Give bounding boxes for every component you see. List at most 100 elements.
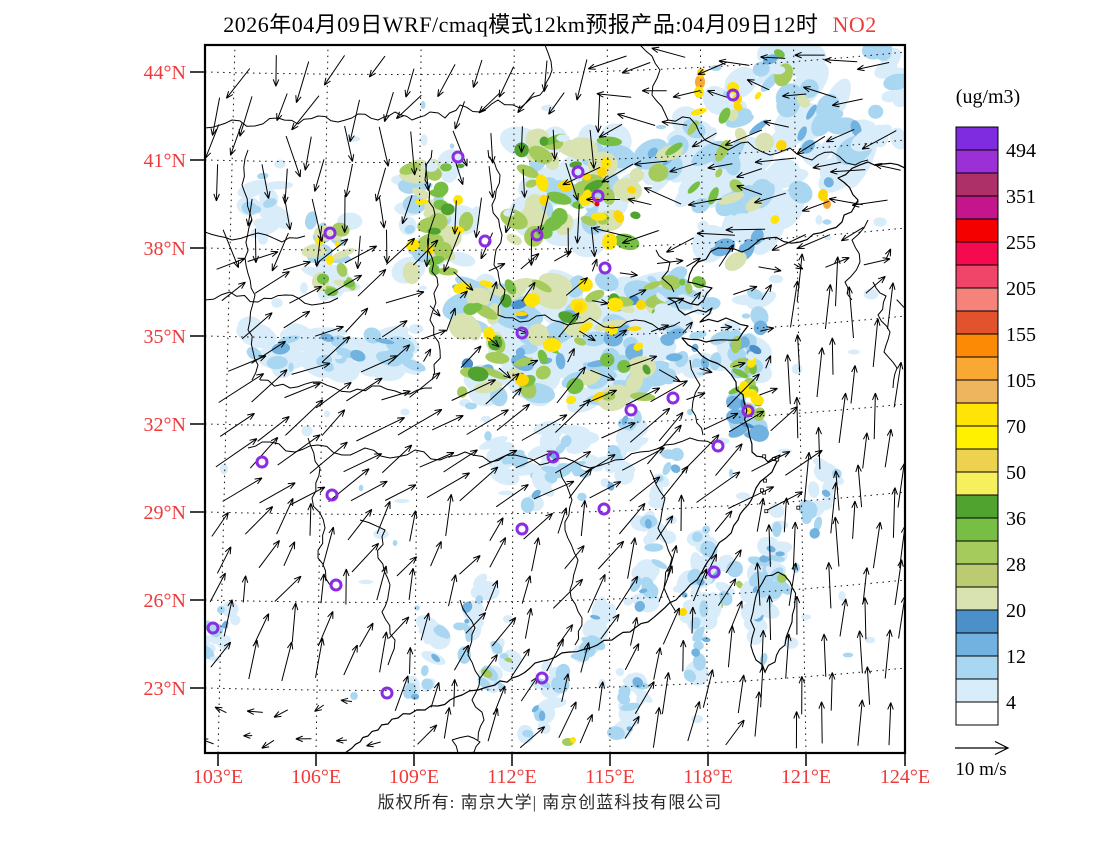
- wind-arrow: [690, 291, 702, 305]
- wind-arrow: [615, 329, 628, 339]
- colorbar-cell: [955, 563, 999, 588]
- wind-arrow: [726, 373, 760, 408]
- wind-arrow: [812, 161, 841, 170]
- lon-tick-label: 121°E: [781, 766, 831, 788]
- wind-arrow: [771, 234, 807, 251]
- wind-arrow: [445, 307, 456, 332]
- wind-arrow: [518, 126, 525, 153]
- wind-arrow: [465, 612, 487, 634]
- colorbar-cell: [955, 264, 999, 289]
- wind-arrow: [366, 741, 381, 748]
- meridian-line: [606, 46, 611, 752]
- wind-arrow: [404, 68, 415, 98]
- wind-arrow: [222, 477, 263, 502]
- colorbar-cell: [955, 218, 999, 243]
- wind-arrow: [884, 629, 893, 679]
- wind-arrow: [658, 369, 681, 383]
- wind-arrow: [387, 344, 411, 365]
- colorbar-cell: [955, 678, 999, 703]
- city-markers: [206, 88, 755, 700]
- wind-arrow: [374, 167, 387, 202]
- wind-arrow: [862, 432, 870, 469]
- wind-arrow: [451, 379, 496, 401]
- wind-arrow: [284, 382, 321, 399]
- wind-arrow: [803, 451, 812, 503]
- wind-arrow: [766, 595, 773, 641]
- wind-arrow: [521, 414, 568, 441]
- colorbar-cell: [955, 448, 999, 473]
- wind-arrow: [825, 562, 833, 609]
- wind-arrow: [785, 633, 792, 679]
- wind-arrow: [619, 271, 638, 278]
- wind-arrow: [253, 613, 270, 646]
- islet: [760, 488, 764, 493]
- lat-tick-label: 26°N: [144, 590, 186, 612]
- city-marker: [380, 686, 394, 700]
- wind-arrow: [376, 501, 391, 534]
- wind-arrow: [323, 55, 346, 86]
- colorbar-cell: [955, 632, 999, 657]
- wind-arrow: [321, 409, 346, 436]
- lat-tick-label: 44°N: [144, 62, 186, 84]
- wind-arrow: [521, 281, 536, 302]
- wind-arrow: [579, 713, 593, 744]
- wind-arrow: [850, 365, 858, 404]
- map-canvas: [206, 46, 904, 752]
- wind-arrow: [313, 159, 325, 192]
- wind-arrow: [225, 68, 251, 99]
- graticule: [206, 46, 904, 752]
- wind-arrow: [707, 163, 733, 171]
- wind-arrow: [388, 616, 410, 639]
- islet: [763, 478, 767, 483]
- meridian-line: [793, 46, 807, 752]
- wind-arrow: [838, 392, 848, 443]
- wind-arrow: [417, 724, 438, 745]
- colorbar-tick-label: 70: [1006, 416, 1026, 438]
- lon-tick-label: 109°E: [389, 766, 439, 788]
- wind-arrow: [829, 168, 866, 175]
- wind-arrow: [832, 516, 840, 567]
- wind-arrow: [703, 412, 739, 431]
- wind-arrow: [672, 90, 701, 99]
- wind-arrow: [656, 515, 674, 540]
- wind-arrow: [257, 416, 290, 442]
- meridian-line: [413, 46, 422, 752]
- wind-arrow: [295, 735, 312, 743]
- wind-arrow: [765, 355, 772, 369]
- parallel-line: [206, 579, 904, 603]
- wind-arrow: [829, 337, 836, 375]
- wind-arrow: [596, 91, 632, 98]
- wind-arrow: [629, 407, 671, 443]
- wind-arrow: [289, 486, 326, 506]
- wind-arrow: [291, 602, 299, 642]
- wind-arrow: [381, 390, 411, 401]
- city-marker: [206, 621, 220, 635]
- wind-arrow: [621, 62, 651, 74]
- wind-arrow: [340, 697, 353, 705]
- wind-arrows: [206, 46, 904, 749]
- wind-arrow: [473, 197, 482, 238]
- wind-arrow: [840, 226, 864, 242]
- colorbar-cell: [955, 149, 999, 174]
- wind-arrow: [347, 508, 373, 541]
- wind-arrow: [587, 574, 606, 613]
- wind-arrow: [424, 162, 431, 191]
- boundary-line: [844, 219, 869, 301]
- wind-arrow: [590, 227, 598, 258]
- colorbar-units-label: (ug/m3): [956, 86, 1020, 108]
- wind-arrow: [381, 320, 408, 338]
- colorbar-cell: [955, 333, 999, 358]
- boundary-line: [424, 149, 441, 381]
- wind-arrow: [309, 441, 348, 474]
- wind-arrow: [491, 617, 517, 647]
- wind-arrow: [451, 200, 459, 235]
- wind-arrow: [223, 599, 234, 637]
- wind-arrow: [276, 93, 288, 122]
- wind-arrow: [770, 406, 799, 432]
- wind-arrow: [454, 101, 465, 130]
- wind-arrow: [548, 92, 565, 115]
- wind-arrow: [595, 94, 602, 133]
- wind-arrow: [696, 230, 735, 237]
- colorbar-cell: [955, 540, 999, 565]
